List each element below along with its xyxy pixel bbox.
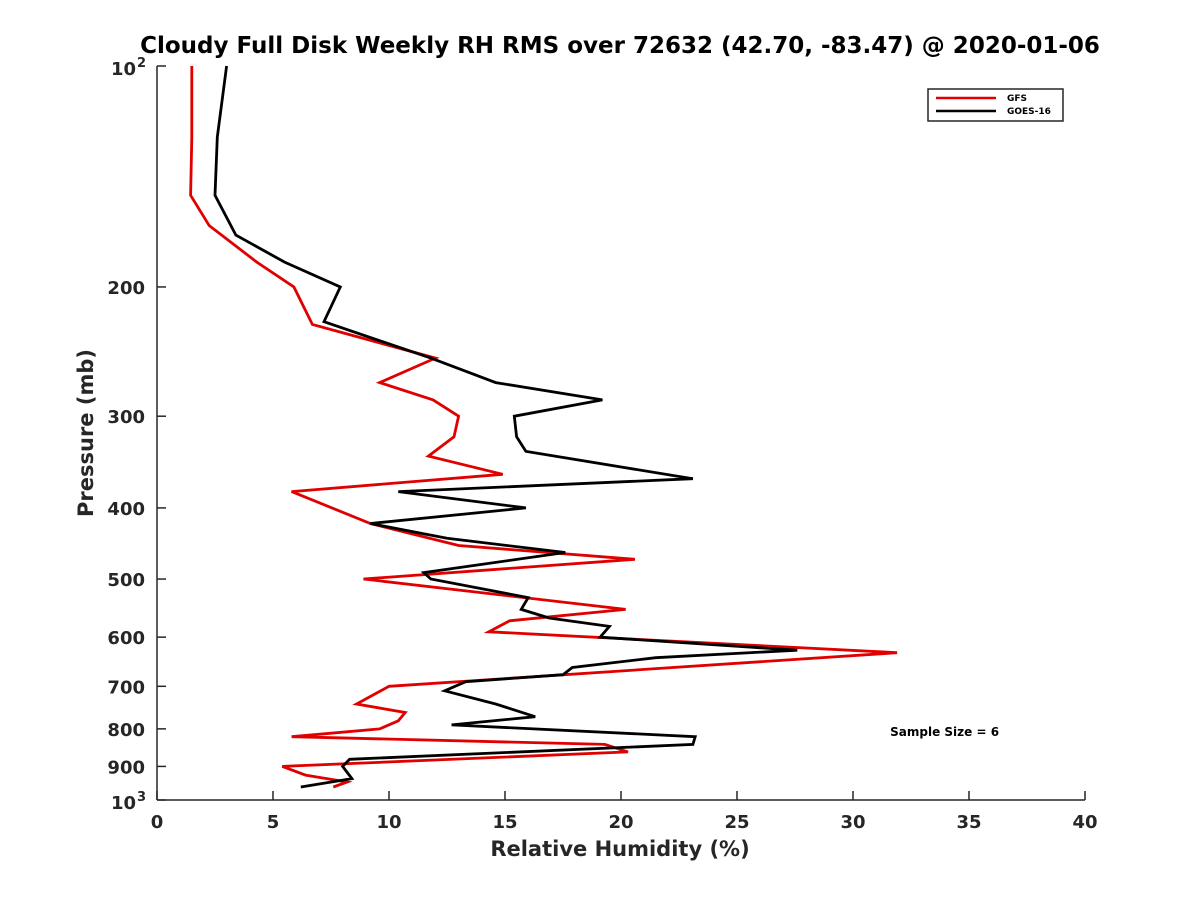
x-tick-label: 5 [267,812,280,833]
y-tick-label-exponent: 2 [137,56,146,71]
series-line-gfs [189,66,898,789]
y-tick-label: 600 [107,628,145,649]
x-axis-label: Relative Humidity (%) [490,837,749,861]
legend: GFS GOES-16 [927,88,1064,122]
y-tick-label: 10 [111,59,136,80]
y-tick-label: 900 [107,757,145,778]
x-tick-label: 25 [724,812,749,833]
y-tick-label: 500 [107,570,145,591]
x-tick-label: 15 [492,812,517,833]
legend-label: GFS [1007,94,1027,104]
x-tick-label: 35 [956,812,981,833]
y-tick-label: 400 [107,499,145,520]
annotations: Sample Size = 6 [890,725,999,739]
y-tick-label: 200 [107,278,145,299]
legend-label: GOES-16 [1007,107,1051,117]
y-tick-label: 10 [111,793,136,814]
annotation-text: Sample Size = 6 [890,725,999,739]
series-line-goes-16 [213,65,798,789]
y-tick-label: 800 [107,720,145,741]
legend-box [927,88,1064,122]
y-tick-label: 700 [107,677,145,698]
x-tick-label: 30 [840,812,865,833]
series-layer [189,65,898,789]
x-tick-label: 0 [151,812,164,833]
y-axis-label: Pressure (mb) [74,349,98,517]
y-tick-label-exponent: 3 [137,790,146,805]
x-tick-label: 10 [376,812,401,833]
y-tick-label: 300 [107,407,145,428]
x-tick-label: 20 [608,812,633,833]
x-tick-label: 40 [1072,812,1097,833]
chart-title: Cloudy Full Disk Weekly RH RMS over 7263… [140,33,1100,59]
